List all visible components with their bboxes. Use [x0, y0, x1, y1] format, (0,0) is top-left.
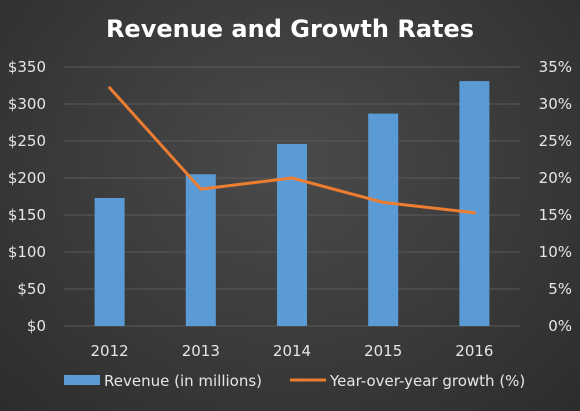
- right-tick-label: 0%: [548, 317, 572, 335]
- x-tick-label: 2012: [91, 342, 129, 360]
- left-tick-label: $250: [8, 132, 46, 150]
- growth-point: [290, 176, 294, 180]
- revenue-bar: [368, 113, 399, 327]
- right-tick-label: 20%: [539, 169, 572, 187]
- x-axis: 2012 2013 2014 2015 2016: [91, 342, 494, 360]
- right-tick-label: 10%: [539, 243, 572, 261]
- x-tick-label: 2014: [273, 342, 311, 360]
- growth-line-layer: [108, 86, 476, 215]
- revenue-bar: [94, 197, 125, 326]
- growth-point: [199, 187, 203, 191]
- revenue-bars: [94, 81, 490, 327]
- right-tick-label: 5%: [548, 280, 572, 298]
- left-tick-label: $100: [8, 243, 46, 261]
- right-tick-label: 30%: [539, 95, 572, 113]
- left-axis: $0 $50 $100 $150 $200 $250 $300 $350: [8, 58, 46, 335]
- left-tick-label: $0: [27, 317, 46, 335]
- x-tick-label: 2013: [182, 342, 220, 360]
- right-tick-label: 15%: [539, 206, 572, 224]
- legend: Revenue (in millions) Year-over-year gro…: [64, 372, 525, 390]
- revenue-bar: [459, 81, 490, 326]
- growth-point: [472, 211, 476, 215]
- legend-revenue-label: Revenue (in millions): [104, 372, 262, 390]
- left-tick-label: $300: [8, 95, 46, 113]
- revenue-bar: [185, 174, 216, 326]
- growth-point: [108, 86, 112, 90]
- x-tick-label: 2016: [455, 342, 493, 360]
- left-tick-label: $50: [17, 280, 46, 298]
- right-axis: 0% 5% 10% 15% 20% 25% 30% 35%: [539, 58, 572, 335]
- legend-growth-label: Year-over-year growth (%): [329, 372, 525, 390]
- right-tick-label: 35%: [539, 58, 572, 76]
- left-tick-label: $350: [8, 58, 46, 76]
- chart-title: Revenue and Growth Rates: [106, 15, 474, 43]
- x-tick-label: 2015: [364, 342, 402, 360]
- legend-bar-swatch: [64, 375, 100, 385]
- revenue-bar: [277, 143, 307, 326]
- right-tick-label: 25%: [539, 132, 572, 150]
- left-tick-label: $150: [8, 206, 46, 224]
- growth-point: [381, 200, 385, 204]
- left-tick-label: $200: [8, 169, 46, 187]
